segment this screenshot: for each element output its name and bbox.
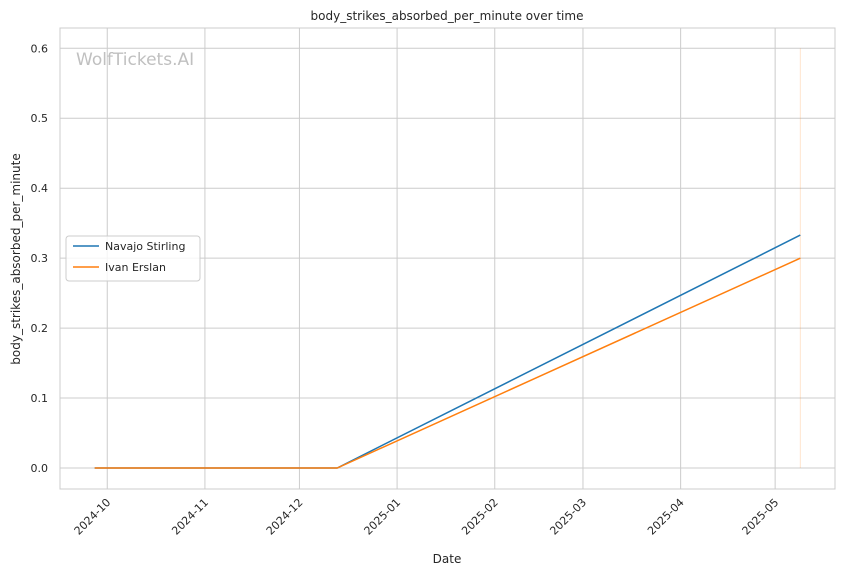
y-axis-label: body_strikes_absorbed_per_minute: [9, 153, 23, 364]
series-line-ivan-erslan: [94, 257, 801, 469]
y-tick-label: 0.5: [31, 112, 49, 125]
y-tick-label: 0.0: [31, 462, 49, 475]
y-tick-label: 0.6: [31, 42, 49, 55]
legend-label-ivan-erslan: Ivan Erslan: [105, 261, 166, 274]
legend-box: [65, 235, 201, 282]
series-line-navajo-stirling: [94, 234, 801, 469]
legend-label-navajo-stirling: Navajo Stirling: [105, 240, 185, 253]
x-tick-label: 2024-11: [169, 496, 211, 538]
x-tick-label: 2024-12: [264, 496, 306, 538]
watermark: WolfTickets.AI: [76, 50, 194, 70]
y-tick-label: 0.4: [31, 182, 49, 195]
x-tick-label: 2025-03: [547, 496, 589, 538]
x-axis-label: Date: [433, 552, 462, 566]
x-tick-label: 2025-04: [645, 496, 687, 538]
legend: Navajo Stirling Ivan Erslan: [65, 235, 201, 282]
x-tick-label: 2025-05: [740, 496, 782, 538]
y-tick-label: 0.1: [31, 392, 49, 405]
y-tick-label: 0.2: [31, 322, 49, 335]
x-tick-label: 2025-01: [362, 496, 404, 538]
y-tick-label: 0.3: [31, 252, 49, 265]
plot-frame: [59, 27, 836, 490]
x-tick-label: 2024-10: [72, 496, 114, 538]
x-tick-label: 2025-02: [459, 496, 501, 538]
chart-title: body_strikes_absorbed_per_minute over ti…: [311, 9, 584, 23]
